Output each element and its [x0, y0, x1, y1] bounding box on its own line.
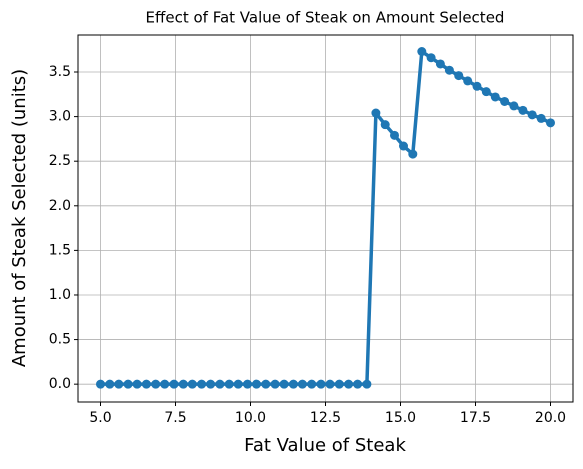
data-point — [187, 379, 197, 389]
plot-frame — [77, 34, 574, 403]
x-tick-label: 10.0 — [235, 410, 266, 426]
data-point — [334, 379, 344, 389]
data-point — [371, 108, 381, 118]
data-point — [160, 379, 170, 389]
data-point — [169, 379, 179, 389]
y-tick-label: 2.0 — [49, 198, 71, 214]
data-point — [481, 87, 491, 97]
data-point — [380, 120, 390, 130]
data-point — [307, 379, 317, 389]
x-tick-label: 20.0 — [535, 410, 566, 426]
data-point — [114, 379, 124, 389]
data-point — [500, 96, 510, 106]
data-point — [224, 379, 234, 389]
data-point — [215, 379, 225, 389]
x-tick-label: 12.5 — [310, 410, 341, 426]
data-point — [353, 379, 363, 389]
data-point — [344, 379, 354, 389]
data-point — [518, 105, 528, 115]
data-point — [546, 118, 555, 128]
data-point — [417, 46, 427, 56]
x-tick-label: 7.5 — [164, 410, 186, 426]
x-tick-label: 17.5 — [460, 410, 491, 426]
data-point — [509, 101, 519, 111]
data-point — [435, 59, 445, 69]
data-point — [426, 53, 436, 63]
y-tick-label: 2.5 — [49, 153, 71, 169]
data-point — [206, 379, 216, 389]
y-tick-label: 1.0 — [49, 287, 71, 303]
data-point — [527, 110, 537, 120]
data-point — [399, 141, 408, 151]
data-point — [325, 379, 335, 389]
data-point — [536, 113, 546, 123]
data-point — [288, 379, 298, 389]
y-axis-label: Amount of Steak Selected (units) — [9, 69, 30, 367]
y-tick-label: 0.0 — [49, 376, 71, 392]
data-point — [472, 81, 482, 91]
x-tick-label: 15.0 — [385, 410, 416, 426]
data-point — [178, 379, 188, 389]
data-point — [316, 379, 326, 389]
data-point — [270, 379, 280, 389]
data-point — [96, 379, 105, 389]
y-tick-label: 1.5 — [49, 242, 71, 258]
data-point — [151, 379, 161, 389]
data-point — [233, 379, 243, 389]
data-point — [362, 379, 372, 389]
data-point — [132, 379, 142, 389]
chart-title: Effect of Fat Value of Steak on Amount S… — [146, 9, 505, 27]
data-point — [252, 379, 261, 389]
data-point — [105, 379, 115, 389]
data-point — [408, 149, 418, 159]
data-point — [444, 65, 454, 75]
data-point — [390, 130, 399, 140]
data-point — [279, 379, 289, 389]
x-tick-label: 5.0 — [89, 410, 111, 426]
data-point — [197, 379, 207, 389]
data-point — [243, 379, 252, 389]
data-point — [123, 379, 133, 389]
x-axis-label: Fat Value of Steak — [244, 435, 406, 456]
data-point — [490, 92, 500, 102]
data-point — [463, 76, 473, 86]
y-tick-label: 0.5 — [49, 332, 71, 348]
data-point — [141, 379, 151, 389]
data-point — [261, 379, 271, 389]
data-point — [297, 379, 307, 389]
y-tick-label: 3.0 — [49, 109, 71, 125]
y-tick-label: 3.5 — [49, 64, 71, 80]
data-point — [454, 71, 464, 81]
